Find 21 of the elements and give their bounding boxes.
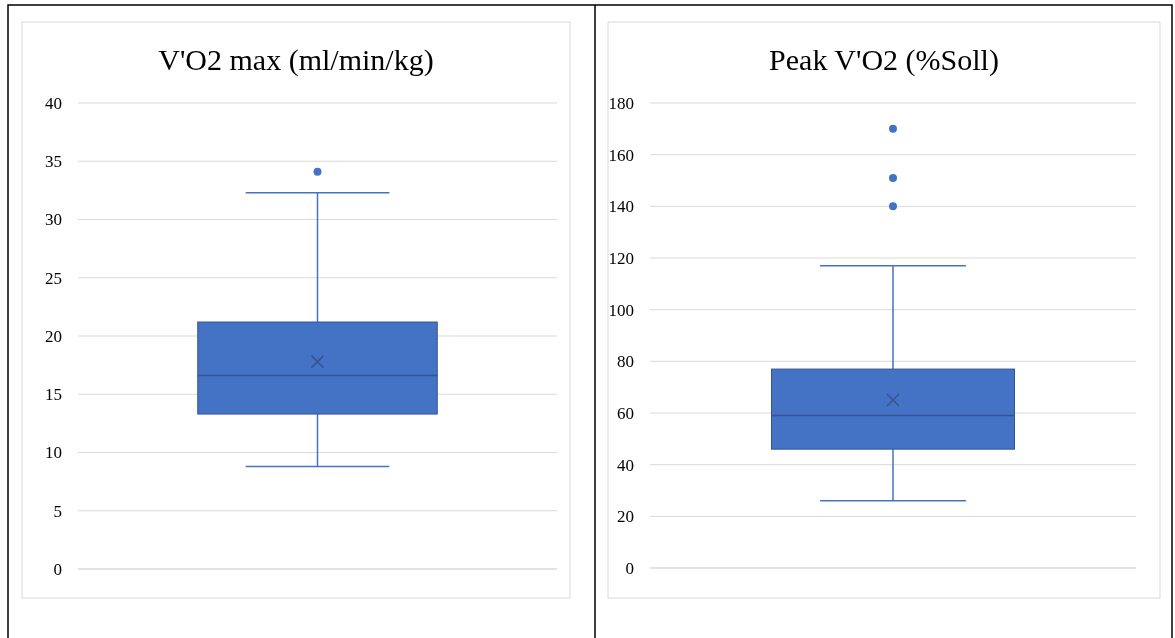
y-tick-label: 140 xyxy=(608,197,634,217)
y-tick-label: 35 xyxy=(45,152,62,172)
y-tick-label: 160 xyxy=(608,145,634,165)
y-tick-label: 15 xyxy=(45,385,62,405)
y-tick-label: 180 xyxy=(608,93,634,113)
y-tick-label: 0 xyxy=(625,558,634,578)
y-tick-label: 80 xyxy=(617,352,634,372)
y-tick-label: 20 xyxy=(45,326,62,346)
y-tick-label: 100 xyxy=(608,300,634,320)
y-tick-label: 120 xyxy=(608,248,634,268)
y-tick-label: 20 xyxy=(617,507,634,527)
y-tick-label: 25 xyxy=(45,268,62,288)
chart-title: Peak V'O2 (%Soll) xyxy=(769,43,999,77)
chart-title: V'O2 max (ml/min/kg) xyxy=(158,43,434,77)
y-tick-label: 0 xyxy=(53,559,62,579)
y-tick-label: 10 xyxy=(45,443,62,463)
y-tick-label: 30 xyxy=(45,210,62,230)
y-tick-label: 40 xyxy=(617,455,634,475)
y-tick-label: 60 xyxy=(617,403,634,423)
y-tick-label: 40 xyxy=(45,93,62,113)
y-tick-label: 5 xyxy=(53,501,62,521)
